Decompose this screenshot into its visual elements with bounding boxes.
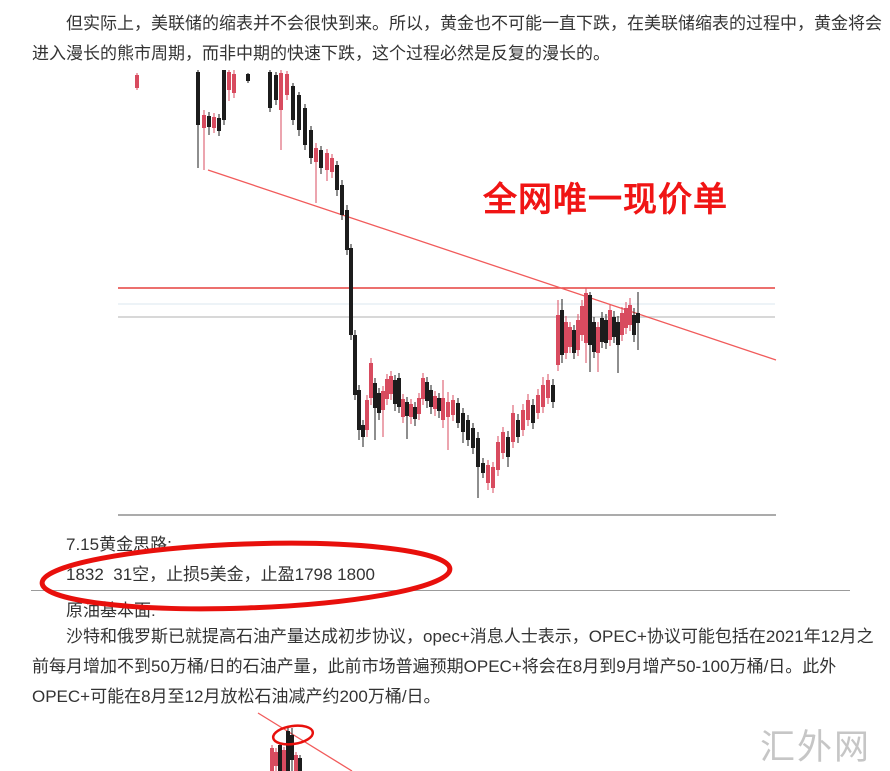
gold-plan-entry: 1832 31空，止损5美金，止盈1798 1800 <box>66 565 375 584</box>
oil-paragraph: 沙特和俄罗斯已就提高石油产量达成初步协议，opec+消息人士表示，OPEC+协议… <box>32 627 874 706</box>
mini-candlestick-series <box>270 728 302 771</box>
price-level-lines <box>118 287 776 516</box>
candlestick-series <box>135 70 640 498</box>
gold-plan-title: 7.15黄金思路: <box>66 535 172 554</box>
site-watermark: 汇外网 <box>760 728 872 767</box>
gold-chart-annotation-text: 全网唯一现价单 <box>483 181 728 219</box>
intro-paragraph: 但实际上，美联储的缩表并不会很快到来。所以，黄金也不可能一直下跌，在美联储缩表的… <box>32 14 882 63</box>
section-divider <box>31 590 850 591</box>
